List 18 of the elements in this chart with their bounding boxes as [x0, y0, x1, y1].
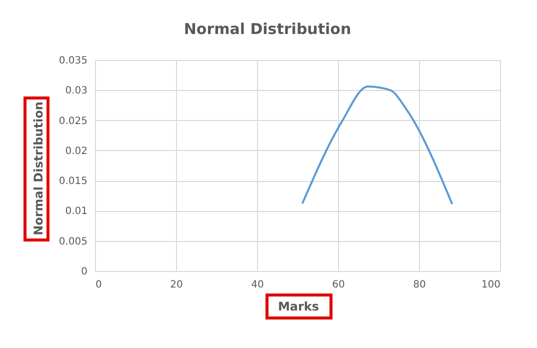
x-tick-label: 100 — [481, 280, 500, 290]
x-axis-title: Marks — [278, 300, 320, 314]
y-tick-label: 0.035 — [58, 56, 88, 66]
y-tick-label: 0.005 — [58, 236, 88, 248]
x-tick-label: 40 — [251, 280, 264, 290]
x-tick-label: 60 — [332, 280, 345, 290]
x-tick-label: 80 — [413, 280, 426, 290]
x-tick-label: 20 — [170, 280, 183, 290]
y-tick-label: 0.025 — [58, 116, 88, 127]
y-tick-label: 0.02 — [65, 146, 88, 157]
chart-title: Normal Distribution — [184, 20, 352, 38]
y-tick-label: 0.01 — [65, 206, 88, 218]
y-tick-label: 0.015 — [58, 176, 88, 188]
y-axis-title: Normal Distribution — [32, 102, 46, 236]
y-tick-label: 0 — [81, 266, 88, 278]
y-tick-label: 0.03 — [65, 86, 88, 97]
line-series — [301, 86, 454, 206]
x-tick-label: 0 — [96, 280, 102, 290]
